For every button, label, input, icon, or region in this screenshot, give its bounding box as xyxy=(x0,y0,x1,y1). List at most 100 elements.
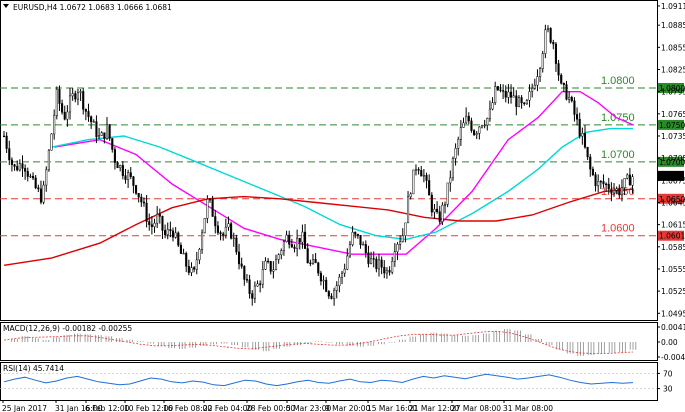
candle-body xyxy=(446,182,449,205)
dropdown-triangle-icon[interactable] xyxy=(3,4,9,8)
candle-body xyxy=(79,91,82,93)
main-panel-border xyxy=(0,0,658,321)
candle-body xyxy=(58,89,61,104)
candle-body xyxy=(546,28,550,30)
candle-body xyxy=(480,125,484,128)
chart-header: EURUSD,H4 1.0672 1.0683 1.0666 1.0681 xyxy=(3,3,172,12)
moving-average-line xyxy=(3,188,634,266)
price-tick-label: 1.0705 xyxy=(661,154,685,163)
candle-body xyxy=(301,231,304,243)
level-tag xyxy=(658,82,684,93)
candle-body xyxy=(31,175,35,179)
price-tick-label: 1.0735 xyxy=(661,132,685,141)
candle-body xyxy=(259,283,262,285)
candle-body xyxy=(82,91,85,110)
candle-body xyxy=(356,234,359,236)
candle-body xyxy=(454,148,457,159)
candle-body xyxy=(425,175,428,181)
candle-body xyxy=(37,187,40,190)
candle-body xyxy=(211,199,214,217)
candle-body xyxy=(142,201,146,204)
price-tick-label: 1.0795 xyxy=(661,88,685,97)
candle-body xyxy=(393,251,396,262)
candle-body xyxy=(457,139,460,149)
rsi-panel-border xyxy=(0,362,658,401)
candle-body xyxy=(404,222,407,236)
candle-body xyxy=(459,127,462,140)
candle-body xyxy=(322,279,325,282)
candle-body xyxy=(156,213,159,224)
candle-body xyxy=(620,187,624,196)
candle-body xyxy=(525,99,528,105)
candle-body xyxy=(430,194,433,213)
rsi-panel: RSI(14) 45.7414 70 30 xyxy=(0,364,673,394)
candle-body xyxy=(607,183,610,190)
candle-body xyxy=(251,293,254,299)
candle-body xyxy=(222,233,225,236)
candle-body xyxy=(87,111,90,117)
candle-body xyxy=(245,279,249,281)
level-label: 1.0800 xyxy=(601,75,635,87)
candle-body xyxy=(370,258,373,264)
candle-body xyxy=(171,230,175,238)
candle-body xyxy=(134,185,138,194)
candle-body xyxy=(129,172,132,177)
price-tick-label: 1.0555 xyxy=(661,265,685,274)
candle-body xyxy=(10,159,13,165)
level-label: 1.0600 xyxy=(601,223,635,235)
candle-body xyxy=(618,188,621,196)
candle-body xyxy=(496,86,499,91)
price-tick-label: 1.0495 xyxy=(661,309,685,318)
candle-body xyxy=(8,148,11,161)
candle-body xyxy=(127,172,130,180)
time-tick-label: 21 Mar 12:00 xyxy=(409,404,459,412)
candles xyxy=(2,24,634,306)
candle-body xyxy=(473,130,476,135)
macd-signal-line xyxy=(3,330,634,354)
candle-body xyxy=(333,290,336,299)
candle-body xyxy=(330,295,333,299)
candle-body xyxy=(185,253,188,267)
candle-body xyxy=(100,132,103,136)
candle-body xyxy=(417,169,420,171)
candle-body xyxy=(203,218,206,234)
candle-body xyxy=(586,146,589,158)
candle-body xyxy=(201,232,204,250)
candle-body xyxy=(396,244,399,252)
candle-body xyxy=(338,276,341,287)
candle-body xyxy=(605,183,608,185)
candle-body xyxy=(311,259,315,264)
time-tick-label: 27 Mar 08:00 xyxy=(451,404,501,412)
candle-body xyxy=(274,259,278,271)
candle-body xyxy=(240,263,243,267)
candle-body xyxy=(177,232,180,246)
candle-body xyxy=(409,193,412,198)
candle-body xyxy=(158,213,161,217)
candle-body xyxy=(103,132,106,139)
candle-body xyxy=(478,126,481,134)
candle-body xyxy=(84,109,87,112)
candle-body xyxy=(377,259,381,270)
level-lines: 1.08001.08001.07501.07501.07001.07001.06… xyxy=(0,75,685,241)
candle-body xyxy=(108,124,111,139)
candle-body xyxy=(206,199,209,219)
candle-body xyxy=(372,258,375,260)
time-tick-label: 15 Mar 16:00 xyxy=(367,404,417,412)
candle-body xyxy=(557,63,560,76)
candle-body xyxy=(544,29,547,54)
candle-body xyxy=(282,241,285,251)
price-tick-label: 1.0645 xyxy=(661,198,685,207)
price-tick-label: 1.0855 xyxy=(661,43,685,52)
candle-body xyxy=(111,138,114,150)
candle-body xyxy=(591,168,594,175)
macd-label: MACD(12,26,9) -0.00182 -0.00255 xyxy=(3,324,132,333)
candle-body xyxy=(348,244,351,257)
candle-body xyxy=(140,196,143,203)
candle-body xyxy=(346,255,349,270)
candle-body xyxy=(153,222,156,227)
moving-averages xyxy=(3,91,634,266)
candle-body xyxy=(412,169,415,195)
candle-body xyxy=(2,135,6,138)
candle-body xyxy=(195,259,198,270)
